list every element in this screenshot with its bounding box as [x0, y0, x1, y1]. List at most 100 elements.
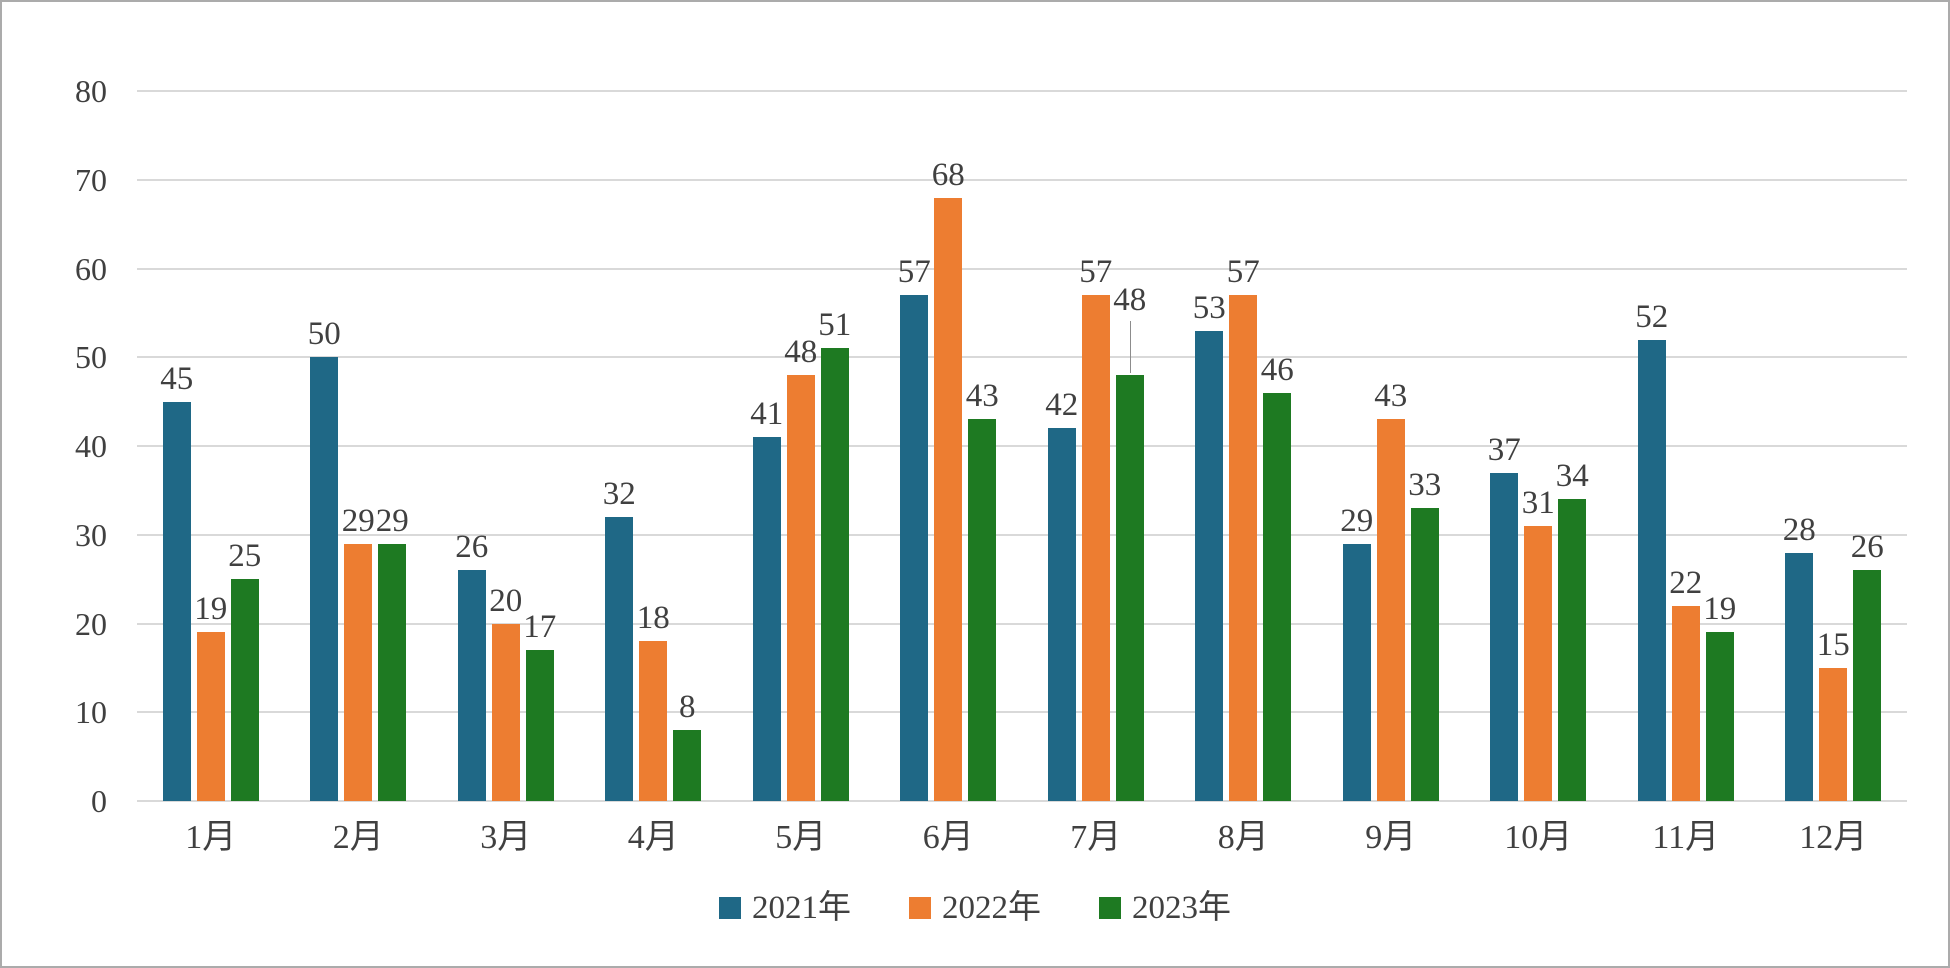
x-tick-label: 12月: [1799, 819, 1868, 856]
bar[interactable]: 57: [1227, 256, 1260, 801]
y-tick-label: 0: [91, 783, 107, 819]
bar[interactable]: 26: [1851, 531, 1884, 801]
bar-value-label: 20: [489, 582, 523, 619]
bar[interactable]: 50: [308, 318, 341, 801]
bar-value-label: 57: [1079, 254, 1113, 291]
x-tick-label: 5月: [775, 819, 827, 856]
gridline: [137, 178, 1907, 181]
bar[interactable]: 43: [966, 380, 999, 801]
y-tick-label: 50: [75, 339, 107, 376]
x-tick-label: 9月: [1365, 819, 1417, 856]
bar[interactable]: 19: [194, 593, 227, 801]
bar-value-label: 32: [602, 476, 636, 512]
legend-swatch-icon: [909, 897, 931, 919]
x-axis: 1月 2月 3月 4月 5月 6月 7月 8月 9月 10月 11月 12月: [137, 816, 1907, 860]
bar[interactable]: 20: [489, 584, 522, 801]
bar-group: 28 15 26: [1760, 91, 1908, 801]
bar[interactable]: 32: [603, 478, 636, 801]
bar-value-label: 50: [307, 316, 341, 353]
bar[interactable]: 37: [1488, 433, 1521, 801]
bar-value-label: 51: [818, 307, 852, 344]
legend-label: 2021年: [752, 890, 851, 926]
bar-value-label: 48: [1113, 282, 1147, 318]
bar-value-label: 34: [1555, 458, 1589, 495]
bar-group: 42 57 48: [1022, 91, 1170, 801]
bar[interactable]: 28: [1783, 513, 1816, 801]
legend-item[interactable]: 2023年: [1099, 888, 1231, 928]
bar[interactable]: 34: [1556, 460, 1589, 801]
gridline: [137, 90, 1907, 92]
bar[interactable]: 41: [750, 398, 783, 801]
x-tick-label: 1月: [185, 819, 237, 856]
x-tick-label: 2月: [332, 819, 384, 856]
bar[interactable]: 8: [673, 691, 702, 801]
gridline: [137, 533, 1907, 536]
bar-value-label: 18: [636, 600, 670, 637]
bar-value-label: 29: [341, 502, 375, 539]
y-tick-label: 30: [75, 516, 107, 553]
bar-value-label: 31: [1521, 484, 1555, 521]
bar[interactable]: 57: [1079, 256, 1112, 801]
bar[interactable]: 29: [1340, 504, 1373, 801]
y-tick-label: 60: [75, 250, 107, 287]
legend-item[interactable]: 2021年: [719, 888, 851, 928]
plot-area: 45 19 25 50 29 29 26 20 17 32 18 8 41 48 51 57 68 43 42 57 4…: [137, 90, 1908, 802]
bar[interactable]: 43: [1374, 380, 1407, 801]
bar[interactable]: 31: [1522, 486, 1555, 801]
bar[interactable]: 17: [523, 611, 556, 801]
bar[interactable]: 48: [1113, 284, 1146, 801]
bar-group: 29 43 33: [1317, 91, 1465, 801]
bar[interactable]: 57: [898, 256, 931, 801]
bar-value-label: 45: [160, 360, 194, 397]
bar[interactable]: 22: [1669, 566, 1702, 801]
bar-value-label: 22: [1669, 564, 1703, 601]
legend-label: 2023年: [1132, 890, 1231, 926]
bar[interactable]: 46: [1261, 353, 1294, 801]
bar-value-label: 57: [1226, 254, 1260, 291]
bar[interactable]: 33: [1408, 469, 1441, 801]
bar-group: 32 18 8: [580, 91, 728, 801]
bar[interactable]: 52: [1635, 300, 1668, 801]
bar[interactable]: 15: [1817, 628, 1850, 801]
x-tick-label: 7月: [1070, 819, 1122, 856]
bar[interactable]: 29: [376, 504, 409, 801]
bar-value-label: 43: [1374, 378, 1408, 415]
bar-value-label: 26: [1850, 529, 1884, 566]
bar-value-label: 28: [1782, 511, 1816, 548]
legend-label: 2022年: [942, 890, 1041, 926]
bar-value-label: 19: [1703, 591, 1737, 628]
gridline: [137, 622, 1907, 625]
bar-group: 53 57 46: [1170, 91, 1318, 801]
bar[interactable]: 29: [342, 504, 375, 801]
bar[interactable]: 26: [455, 531, 488, 801]
bar[interactable]: 48: [784, 336, 817, 801]
bar-value-label: 15: [1816, 626, 1850, 663]
bar[interactable]: 68: [932, 158, 965, 801]
bar[interactable]: 25: [228, 540, 261, 801]
bar[interactable]: 53: [1193, 291, 1226, 801]
bar-value-label: 52: [1635, 298, 1669, 335]
legend: 2021年 2022年 2023年: [2, 888, 1948, 928]
legend-item[interactable]: 2022年: [909, 888, 1041, 928]
bar-value-label: 26: [455, 529, 489, 566]
bar[interactable]: 18: [637, 602, 670, 801]
bar-group: 26 20 17: [432, 91, 580, 801]
bar-value-label: 57: [897, 254, 931, 291]
bar[interactable]: 45: [160, 362, 193, 801]
legend-swatch-icon: [719, 897, 741, 919]
bar-value-label: 68: [931, 156, 965, 193]
bar-value-label: 19: [194, 591, 228, 628]
bar-value-label: 8: [679, 689, 696, 725]
bar-value-label: 43: [965, 378, 999, 415]
bar[interactable]: 51: [818, 309, 851, 801]
y-tick-label: 80: [75, 73, 107, 109]
bar-value-label: 29: [1340, 502, 1374, 539]
y-tick-label: 70: [75, 161, 107, 198]
gridline: [137, 356, 1907, 359]
bar[interactable]: 42: [1045, 389, 1078, 801]
bar-value-label: 37: [1487, 431, 1521, 468]
bar[interactable]: 19: [1703, 593, 1736, 801]
bar-value-label: 53: [1192, 289, 1226, 326]
bar-group: 50 29 29: [285, 91, 433, 801]
bar-value-label: 33: [1408, 467, 1442, 504]
